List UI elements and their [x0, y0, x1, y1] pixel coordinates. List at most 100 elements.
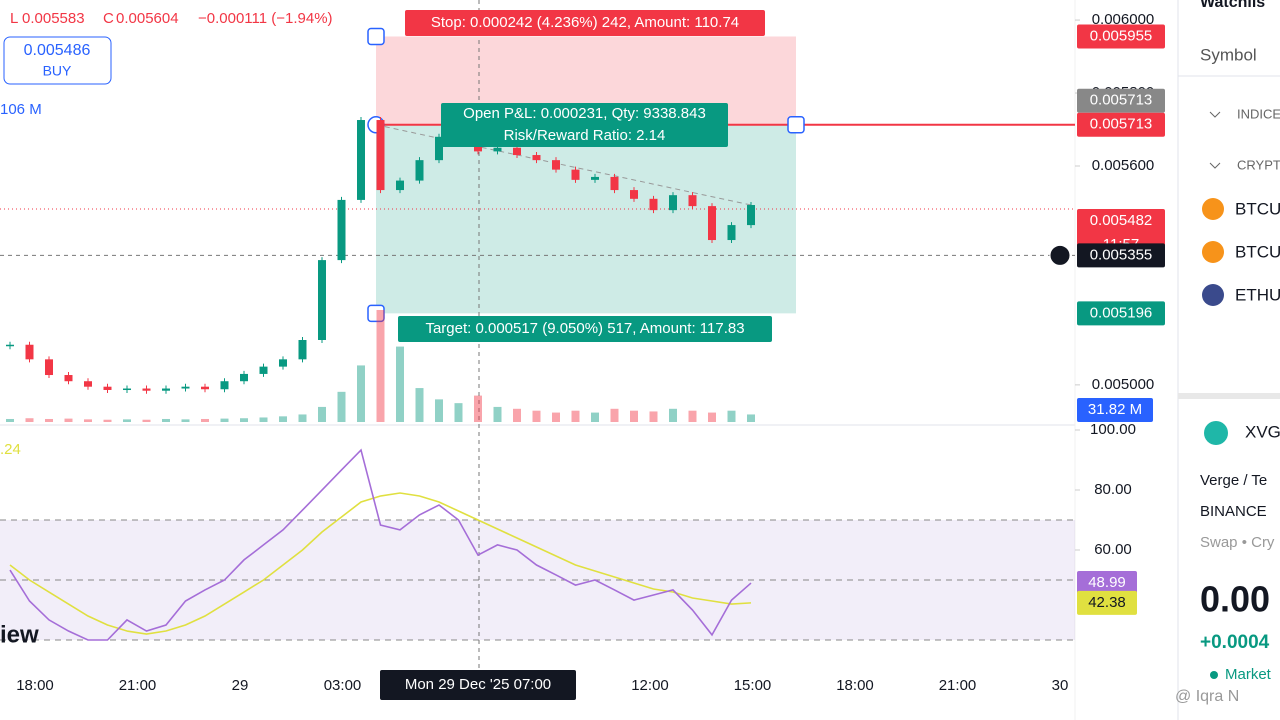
x-tick-label: 21:00 [939, 677, 977, 694]
candle [532, 155, 541, 161]
detail-change: +0.0004 [1200, 632, 1270, 653]
candle [45, 359, 53, 376]
candle [123, 388, 131, 391]
price-label-box [1077, 88, 1165, 113]
price-label-box [1077, 112, 1165, 137]
volume-bar [357, 365, 365, 422]
candle [181, 386, 190, 389]
watch-item[interactable]: BTCU [1235, 199, 1280, 218]
watch-item[interactable]: ETHU [1235, 285, 1280, 304]
volume-value-box [1077, 398, 1153, 422]
candle [64, 375, 73, 382]
separator [1178, 393, 1280, 399]
volume-bar [64, 418, 73, 422]
candle [415, 160, 424, 181]
candle [318, 260, 326, 340]
watchlist-title: Watchlis [1200, 0, 1265, 11]
pnl-label: Risk/Reward Ratio: 2.14 [504, 127, 666, 144]
x-tick-label: 29 [232, 677, 249, 694]
candle [513, 147, 521, 156]
detail-status: Market [1225, 666, 1272, 683]
volume-bar [727, 410, 736, 422]
volume-bar [747, 414, 755, 422]
buy-label[interactable]: BUY [43, 63, 72, 79]
detail-exchange: BINANCE [1200, 503, 1267, 520]
group[interactable]: CRYPT [1237, 157, 1280, 172]
crosshair-plus [1049, 244, 1071, 266]
target-zone [376, 124, 796, 314]
rsi-label: .24 [0, 441, 21, 458]
chevrons [1209, 111, 1221, 169]
candle [649, 198, 658, 211]
rsi-line [9, 448, 752, 641]
symbol-header: Symbol [1200, 45, 1257, 64]
group[interactable]: INDICE [1237, 106, 1280, 121]
volume-bar [571, 410, 580, 422]
candle [396, 180, 404, 191]
target-label: Target: 0.000517 (9.050%) 517, Amount: 1… [425, 320, 744, 337]
volume-bar [279, 416, 287, 422]
volume-bar [532, 410, 541, 422]
low-label: L [10, 10, 18, 27]
target-label-box [398, 316, 772, 342]
volume-bar [259, 417, 268, 422]
y-tick-label: 0.005000 [1092, 376, 1155, 393]
xvg-icon [1204, 421, 1228, 445]
x-tick-label: 30 [1052, 677, 1069, 694]
volume-bar [454, 403, 463, 422]
candle [357, 120, 365, 200]
pnl-label-box [441, 103, 728, 147]
sidebar: Watchlis Symbol INDICE CRYPT BTCU BTCU E… [1175, 0, 1280, 720]
volume-bar [649, 411, 658, 422]
price-label-box [1077, 243, 1165, 268]
candle [337, 199, 346, 261]
handle [367, 304, 385, 323]
volume-bar [415, 388, 424, 422]
rsi-tick-label: 100.00 [1090, 421, 1136, 438]
candle [493, 147, 502, 152]
candle [162, 388, 170, 391]
watch-item[interactable]: BTCU [1235, 242, 1280, 261]
candle [142, 388, 151, 391]
candle [376, 120, 385, 191]
rsi-value-box [1077, 571, 1137, 596]
volume-bar [220, 418, 229, 422]
buy-price[interactable]: 0.005486 [24, 42, 91, 59]
volume-bar [240, 418, 248, 422]
y-tick-label: 0.006000 [1092, 11, 1155, 28]
candle [571, 169, 580, 180]
volume-bar [435, 399, 443, 422]
candle [259, 366, 268, 374]
volume-bar [610, 408, 619, 422]
x-tick-label: 15:00 [734, 677, 772, 694]
candle [747, 205, 755, 226]
volume-caption: 106 M [0, 101, 42, 118]
eth-icon [1202, 284, 1224, 306]
candle [669, 195, 677, 211]
x-tick-label: 12:00 [631, 677, 669, 694]
chart-area: 0.0060000.0058000.0056000.005000100.0080… [0, 0, 1165, 720]
volume-bar [162, 418, 170, 422]
crosshair-time-box [380, 670, 576, 700]
candle [610, 176, 619, 191]
volume-bar [396, 346, 404, 422]
buy-button[interactable] [3, 36, 112, 85]
rsi-ma-value-box [1077, 590, 1137, 615]
crosshair-time: Mon 29 Dec '25 07:00 [405, 676, 551, 693]
rsi-tick-label: 60.00 [1094, 541, 1132, 558]
volume-bar [45, 418, 53, 422]
price-label: 0.005955 [1090, 27, 1153, 44]
candle [25, 344, 34, 360]
volume-bar [201, 418, 209, 422]
candle [630, 190, 638, 199]
detail-kind: Swap • Cry [1200, 534, 1275, 551]
volume-bar [376, 309, 385, 422]
volume-bar [688, 410, 697, 422]
credit: @ Iqra N [1175, 688, 1239, 705]
volume-bar [318, 406, 326, 422]
candle [727, 225, 736, 241]
rsi-ma-value: 42.38 [1088, 594, 1126, 611]
detail-name: Verge / Te [1200, 472, 1267, 489]
volume-value: 31.82 M [1088, 401, 1142, 418]
